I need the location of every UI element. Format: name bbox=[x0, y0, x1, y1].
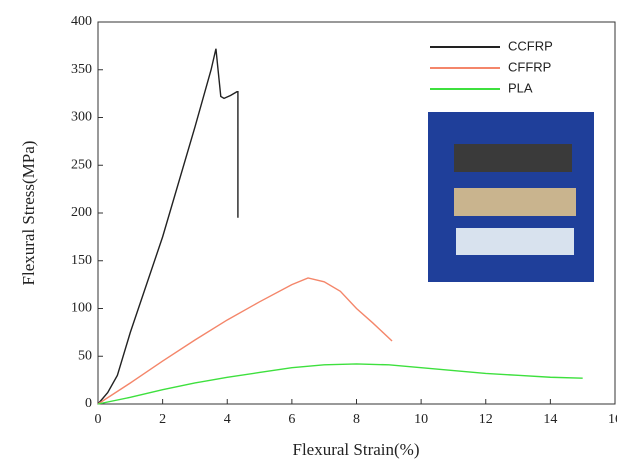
series-line bbox=[97, 277, 393, 405]
y-tick-label: 250 bbox=[71, 157, 92, 172]
x-tick-label: 2 bbox=[159, 412, 166, 427]
inset-photo bbox=[428, 112, 594, 282]
x-tick-label: 14 bbox=[543, 412, 557, 427]
x-tick-label: 12 bbox=[479, 412, 493, 427]
y-tick-label: 400 bbox=[71, 14, 92, 29]
series-line bbox=[97, 363, 583, 405]
series-line bbox=[97, 48, 239, 405]
x-tick-label: 10 bbox=[414, 412, 428, 427]
legend-label: CCFRP bbox=[508, 38, 553, 53]
legend-label: PLA bbox=[508, 80, 533, 95]
y-tick-label: 0 bbox=[85, 396, 92, 411]
x-tick-label: 8 bbox=[353, 412, 360, 427]
x-tick-label: 6 bbox=[288, 412, 295, 427]
y-tick-label: 300 bbox=[71, 110, 92, 125]
x-tick-label: 4 bbox=[224, 412, 231, 427]
y-tick-label: 200 bbox=[71, 205, 92, 220]
y-tick-label: 100 bbox=[71, 301, 92, 316]
x-tick-label: 0 bbox=[95, 412, 102, 427]
x-tick-label: 16 bbox=[608, 412, 617, 427]
y-tick-label: 350 bbox=[71, 62, 92, 77]
y-tick-label: 150 bbox=[71, 253, 92, 268]
y-axis-title: Flexural Stress(MPa) bbox=[19, 141, 38, 286]
legend-label: CFFRP bbox=[508, 59, 551, 74]
y-tick-label: 50 bbox=[78, 348, 92, 363]
x-axis-title: Flexural Strain(%) bbox=[293, 440, 420, 459]
